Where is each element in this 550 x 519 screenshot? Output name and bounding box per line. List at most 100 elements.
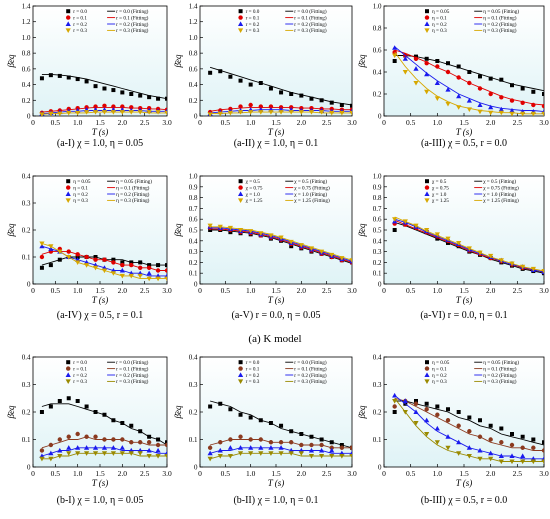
x-tick-label: 2.0 xyxy=(118,286,128,295)
legend-entry: η = 0.1 (Fitting) xyxy=(483,365,517,372)
data-point xyxy=(278,445,284,450)
data-point xyxy=(111,257,116,262)
y-axis-label: β̄eq xyxy=(357,223,367,237)
x-tick-label: 2.0 xyxy=(486,286,496,295)
chart-panel-6: 0 0.5 1.0 1.5 2.0 2.5 3.000.10.20.30.40.50.60.… xyxy=(357,173,549,322)
legend-marker xyxy=(424,366,430,371)
data-point xyxy=(156,263,161,268)
data-point xyxy=(110,451,116,456)
panel-caption: (a-V) r = 0.0, η = 0.05 xyxy=(232,310,321,321)
x-tick-label: 0 xyxy=(198,118,202,127)
data-point xyxy=(456,64,461,69)
x-tick-label: 0.5 xyxy=(51,469,61,478)
y-tick-label: 0.3 xyxy=(189,381,198,389)
legend-marker xyxy=(66,366,71,371)
data-point xyxy=(146,454,152,459)
data-point xyxy=(238,412,243,417)
data-point xyxy=(268,440,274,445)
legend-entry: r = 0.0 (Fitting) xyxy=(116,8,149,15)
data-point xyxy=(146,440,152,445)
data-point xyxy=(111,260,116,265)
data-point xyxy=(57,447,63,453)
data-point xyxy=(435,412,440,417)
data-point xyxy=(119,445,125,450)
data-point xyxy=(466,445,472,450)
data-point xyxy=(147,95,152,100)
y-tick-label: 0.4 xyxy=(22,173,31,181)
data-point xyxy=(165,440,167,445)
legend-marker xyxy=(65,28,71,33)
data-point xyxy=(129,262,134,268)
x-tick-label: 2.5 xyxy=(140,286,150,295)
y-tick-label: 0 xyxy=(194,113,198,121)
y-tick-label: 0.1 xyxy=(373,436,382,444)
data-point xyxy=(392,399,398,404)
data-point xyxy=(349,110,352,116)
x-tick-label: 1.0 xyxy=(433,469,443,478)
data-point xyxy=(218,440,223,445)
data-point xyxy=(156,96,161,101)
legend-entry: r = 0.1 xyxy=(73,15,87,21)
data-point xyxy=(102,103,107,108)
plot-area xyxy=(383,5,545,117)
chart-panel-5: 0 0.5 1.0 1.5 2.0 2.5 3.000.10.20.30.40.50.60.… xyxy=(173,173,357,322)
data-point xyxy=(48,73,53,78)
x-tick-label: 0 xyxy=(31,118,35,127)
data-point xyxy=(498,106,504,112)
legend-marker xyxy=(425,360,429,365)
data-point xyxy=(268,110,274,115)
data-point xyxy=(165,263,167,268)
data-point xyxy=(48,442,54,448)
data-point xyxy=(146,447,152,453)
y-tick-label: 0.3 xyxy=(373,381,382,389)
data-point xyxy=(445,69,451,75)
data-point xyxy=(477,250,483,256)
data-point xyxy=(217,111,223,116)
legend-entry: r = 0.1 (Fitting) xyxy=(294,14,327,21)
data-point xyxy=(228,407,233,412)
data-point xyxy=(129,105,134,110)
legend-marker xyxy=(238,9,243,14)
data-point xyxy=(541,459,544,465)
data-point xyxy=(128,110,134,115)
y-tick-label: 0 xyxy=(27,281,31,289)
x-tick-label: 2.0 xyxy=(486,118,496,127)
legend-marker xyxy=(425,179,429,184)
data-point xyxy=(129,92,134,96)
legend-entry: η = 0.2 (Fitting) xyxy=(483,21,517,28)
data-point xyxy=(414,399,418,403)
data-point xyxy=(298,110,304,115)
data-point xyxy=(530,266,536,272)
y-tick-label: 0 xyxy=(194,281,198,289)
data-point xyxy=(164,442,167,448)
data-point xyxy=(424,407,429,412)
x-tick-label: 3.0 xyxy=(539,469,549,478)
data-point xyxy=(413,56,419,61)
legend-marker xyxy=(424,198,430,203)
data-point xyxy=(339,454,345,459)
y-tick-label: 0.6 xyxy=(373,47,382,55)
data-point xyxy=(456,410,461,414)
data-point xyxy=(349,258,352,263)
legend-entry: r = 0.2 xyxy=(73,22,87,28)
data-point xyxy=(445,87,451,92)
data-point xyxy=(155,454,161,459)
legend-entry: χ = 0.75 (Fitting) xyxy=(483,184,519,191)
data-point xyxy=(531,437,536,442)
y-tick-label: 0.3 xyxy=(22,200,31,208)
data-point xyxy=(84,445,90,450)
data-point xyxy=(424,61,429,66)
data-point xyxy=(299,93,304,98)
legend-marker xyxy=(424,191,430,196)
data-point xyxy=(110,110,116,115)
data-point xyxy=(101,110,108,115)
data-point xyxy=(48,450,54,456)
legend-entry: η = 0.1 xyxy=(432,366,447,372)
data-point xyxy=(207,112,213,116)
legend-entry: η = 0.2 (Fitting) xyxy=(116,191,150,198)
data-point xyxy=(48,244,54,249)
data-point xyxy=(119,451,125,456)
data-point xyxy=(75,260,81,265)
y-tick-label: 1.0 xyxy=(189,173,198,181)
